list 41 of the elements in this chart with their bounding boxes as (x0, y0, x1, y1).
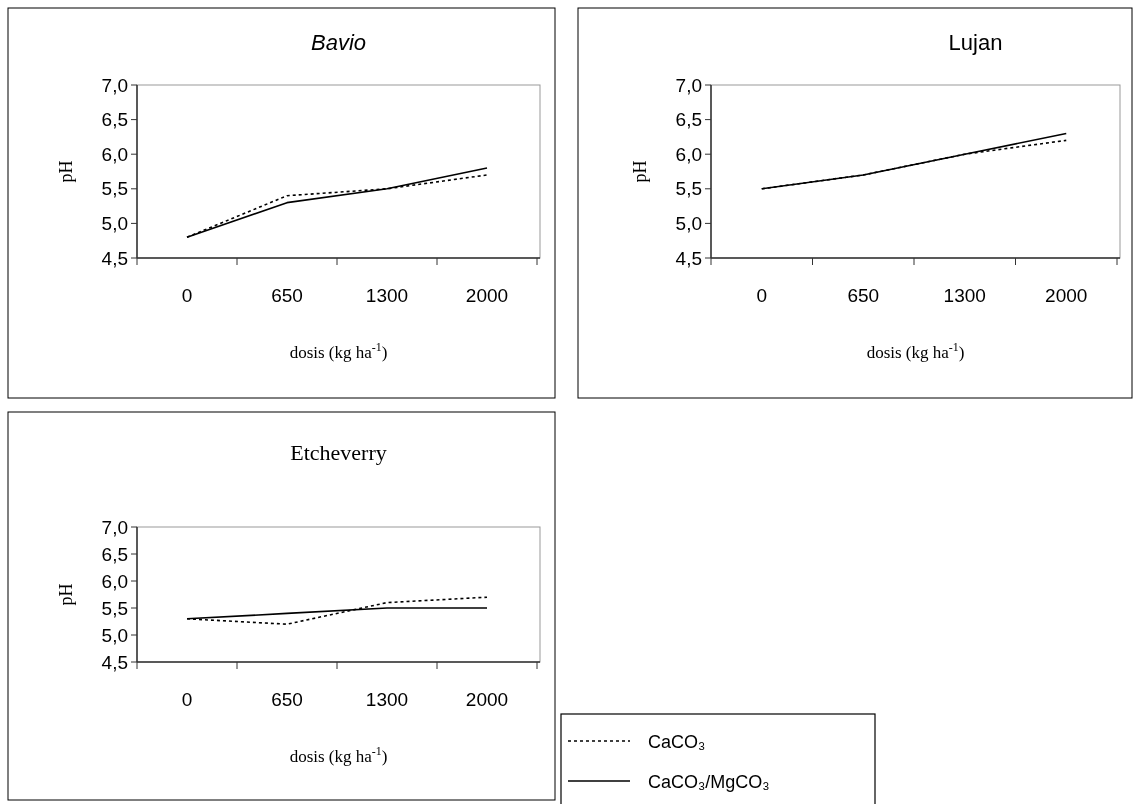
y-tick-label: 6,5 (101, 543, 128, 565)
y-tick-label: 6,0 (101, 570, 128, 592)
y-tick-label: 5,5 (101, 597, 128, 619)
y-tick-label: 6,0 (675, 143, 702, 165)
y-tick-label: 5,0 (675, 213, 702, 235)
y-tick-label: 4,5 (101, 651, 128, 673)
x-tick-label: 1300 (943, 285, 986, 306)
y-tick-label: 7,0 (101, 74, 128, 96)
chart-title: Bavio (310, 30, 367, 55)
legend-label: CaCO₃/MgCO₃ (648, 772, 770, 792)
x-axis-title: dosis (kg ha$^{-1}$) (289, 340, 388, 362)
y-axis-title: pH (56, 160, 76, 183)
x-tick-label: 650 (847, 285, 880, 306)
y-tick-label: 4,5 (101, 247, 128, 269)
x-tick-label: 0 (181, 689, 193, 710)
x-axis-title: dosis (kg ha$^{-1}$) (289, 744, 388, 766)
x-tick-label: 1300 (365, 689, 409, 710)
y-tick-label: 5,0 (101, 624, 128, 646)
y-axis-title: pH (56, 583, 76, 606)
x-tick-label: 650 (271, 689, 303, 710)
chart-title: Lujan (948, 30, 1003, 55)
x-tick-label: 2000 (465, 285, 509, 306)
x-tick-label: 650 (271, 285, 303, 306)
y-axis-title: pH (630, 160, 650, 183)
y-tick-label: 5,0 (101, 213, 128, 235)
legend-label: CaCO₃ (648, 732, 706, 752)
y-tick-label: 6,0 (101, 143, 128, 165)
y-tick-label: 6,5 (101, 109, 128, 131)
x-tick-label: 2000 (465, 689, 509, 710)
x-tick-label: 0 (181, 285, 193, 306)
x-axis-title: dosis (kg ha$^{-1}$) (866, 340, 965, 362)
y-tick-label: 4,5 (675, 247, 702, 269)
y-tick-label: 6,5 (675, 109, 702, 131)
y-tick-label: 5,5 (675, 178, 702, 200)
y-tick-label: 7,0 (101, 516, 128, 538)
y-tick-label: 7,0 (675, 74, 702, 96)
x-tick-label: 0 (756, 285, 768, 306)
x-tick-label: 1300 (365, 285, 409, 306)
chart-title: Etcheverry (290, 440, 387, 465)
y-tick-label: 5,5 (101, 178, 128, 200)
x-tick-label: 2000 (1045, 285, 1088, 306)
